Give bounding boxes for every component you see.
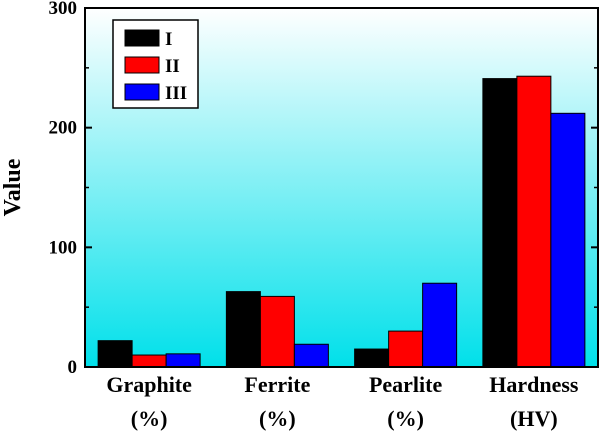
legend-label-III: III bbox=[165, 83, 187, 104]
x-category-label-0-1: (%) bbox=[131, 406, 168, 431]
bar-II-0 bbox=[131, 354, 167, 368]
bar-I-2 bbox=[354, 348, 390, 368]
plot-frame bbox=[84, 7, 599, 368]
bar-III-1 bbox=[293, 343, 329, 368]
bars-layer bbox=[97, 75, 586, 368]
bar-III-0 bbox=[165, 353, 201, 368]
bar-III-2 bbox=[422, 282, 458, 368]
x-category-label-3-0: Hardness bbox=[489, 372, 579, 397]
x-category-label-2-0: Pearlite bbox=[369, 372, 443, 397]
x-category-label-2-1: (%) bbox=[387, 406, 424, 431]
bar-II-2 bbox=[388, 330, 424, 368]
y-tick-label-2: 200 bbox=[49, 118, 78, 139]
legend-label-II: II bbox=[165, 56, 180, 77]
y-tick-label-3: 300 bbox=[49, 0, 78, 19]
x-category-label-0-0: Graphite bbox=[106, 372, 192, 397]
legend-swatch-III bbox=[124, 83, 160, 101]
x-category-label-1-1: (%) bbox=[259, 406, 296, 431]
legend-swatch-I bbox=[124, 29, 160, 47]
bar-I-0 bbox=[97, 340, 133, 368]
bar-III-3 bbox=[550, 112, 586, 368]
labels-layer: 0 100 200 300 Value Graphite (%) Ferrite (%) Pear… bbox=[0, 0, 579, 431]
y-tick-label-0: 0 bbox=[68, 357, 78, 378]
bar-I-3 bbox=[482, 78, 518, 368]
bar-II-1 bbox=[259, 295, 295, 368]
x-category-label-1-0: Ferrite bbox=[244, 372, 310, 397]
x-category-label-3-1: (HV) bbox=[510, 406, 558, 431]
bar-I-1 bbox=[225, 291, 261, 368]
y-axis-title: Value bbox=[0, 158, 26, 216]
legend-label-I: I bbox=[165, 29, 172, 50]
bar-II-3 bbox=[516, 75, 552, 368]
y-tick-label-1: 100 bbox=[49, 237, 78, 258]
legend-swatch-II bbox=[124, 56, 160, 74]
